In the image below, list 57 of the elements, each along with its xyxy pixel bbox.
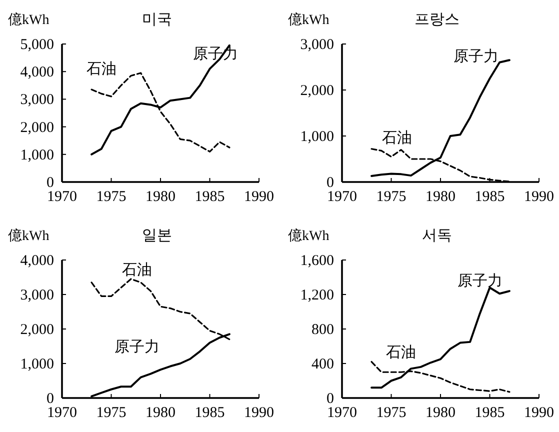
x-tick-label: 1980 xyxy=(426,189,456,205)
y-axis-title: 億kWh xyxy=(288,12,330,28)
y-tick-label: 2,000 xyxy=(20,120,54,136)
y-tick-label: 2,000 xyxy=(300,83,334,99)
chart-title: 프랑스 xyxy=(414,12,460,28)
y-tick-label: 1,000 xyxy=(300,129,334,145)
series-label: 石油 xyxy=(386,344,416,362)
y-tick-label: 0 xyxy=(46,391,54,407)
chart-title: 미국 xyxy=(142,12,172,28)
y-tick-label: 4,000 xyxy=(20,253,54,269)
y-tick-label: 1,600 xyxy=(300,253,334,269)
y-tick-label: 0 xyxy=(326,175,334,191)
y-tick-label: 1,000 xyxy=(20,356,54,372)
y-tick-label: 0 xyxy=(326,391,334,407)
x-tick-label: 1990 xyxy=(244,405,274,421)
x-tick-label: 1985 xyxy=(474,405,505,421)
y-tick-label: 1,200 xyxy=(300,288,334,304)
y-tick-label: 2,000 xyxy=(20,322,54,338)
series-label: 石油 xyxy=(122,261,152,278)
x-tick-label: 1980 xyxy=(426,405,456,421)
x-tick-label: 1975 xyxy=(376,405,406,421)
y-tick-label: 4,000 xyxy=(20,64,54,81)
x-tick-label: 1980 xyxy=(146,189,176,205)
y-tick-label: 3,000 xyxy=(20,92,54,108)
x-tick-label: 1970 xyxy=(47,189,77,205)
x-tick-label: 1990 xyxy=(244,189,274,205)
x-tick-label: 1985 xyxy=(194,189,225,205)
y-tick-label: 3,000 xyxy=(20,288,54,304)
y-tick-label: 0 xyxy=(46,175,54,191)
x-tick-label: 1970 xyxy=(47,405,77,421)
y-axis-title: 億kWh xyxy=(8,12,50,28)
x-tick-label: 1975 xyxy=(96,189,126,205)
series-label: 石油 xyxy=(86,60,116,78)
y-axis-title: 億kWh xyxy=(288,228,330,244)
series-label: 原子力 xyxy=(457,272,502,290)
line-series xyxy=(370,286,510,389)
series-label: 原子力 xyxy=(453,48,498,66)
x-tick-label: 1975 xyxy=(376,189,406,205)
x-tick-label: 1985 xyxy=(194,405,225,421)
y-tick-label: 400 xyxy=(312,356,334,372)
x-tick-label: 1980 xyxy=(146,405,176,421)
chart-title: 일본 xyxy=(142,228,172,244)
x-tick-label: 1970 xyxy=(327,405,357,421)
series-label: 原子力 xyxy=(114,338,160,356)
x-tick-label: 1990 xyxy=(524,405,554,421)
y-tick-label: 3,000 xyxy=(300,37,334,53)
y-tick-label: 1,000 xyxy=(20,147,54,164)
x-tick-label: 1985 xyxy=(474,189,505,205)
x-tick-label: 1970 xyxy=(327,189,357,205)
series-label: 石油 xyxy=(382,129,412,146)
chart-title: 서독 xyxy=(422,228,452,244)
x-tick-label: 1975 xyxy=(96,405,126,421)
x-tick-label: 1990 xyxy=(524,189,554,205)
series-label: 原子力 xyxy=(193,45,238,62)
y-axis-title: 億kWh xyxy=(8,228,50,244)
y-tick-label: 800 xyxy=(312,322,334,338)
y-tick-label: 5,000 xyxy=(20,37,54,53)
